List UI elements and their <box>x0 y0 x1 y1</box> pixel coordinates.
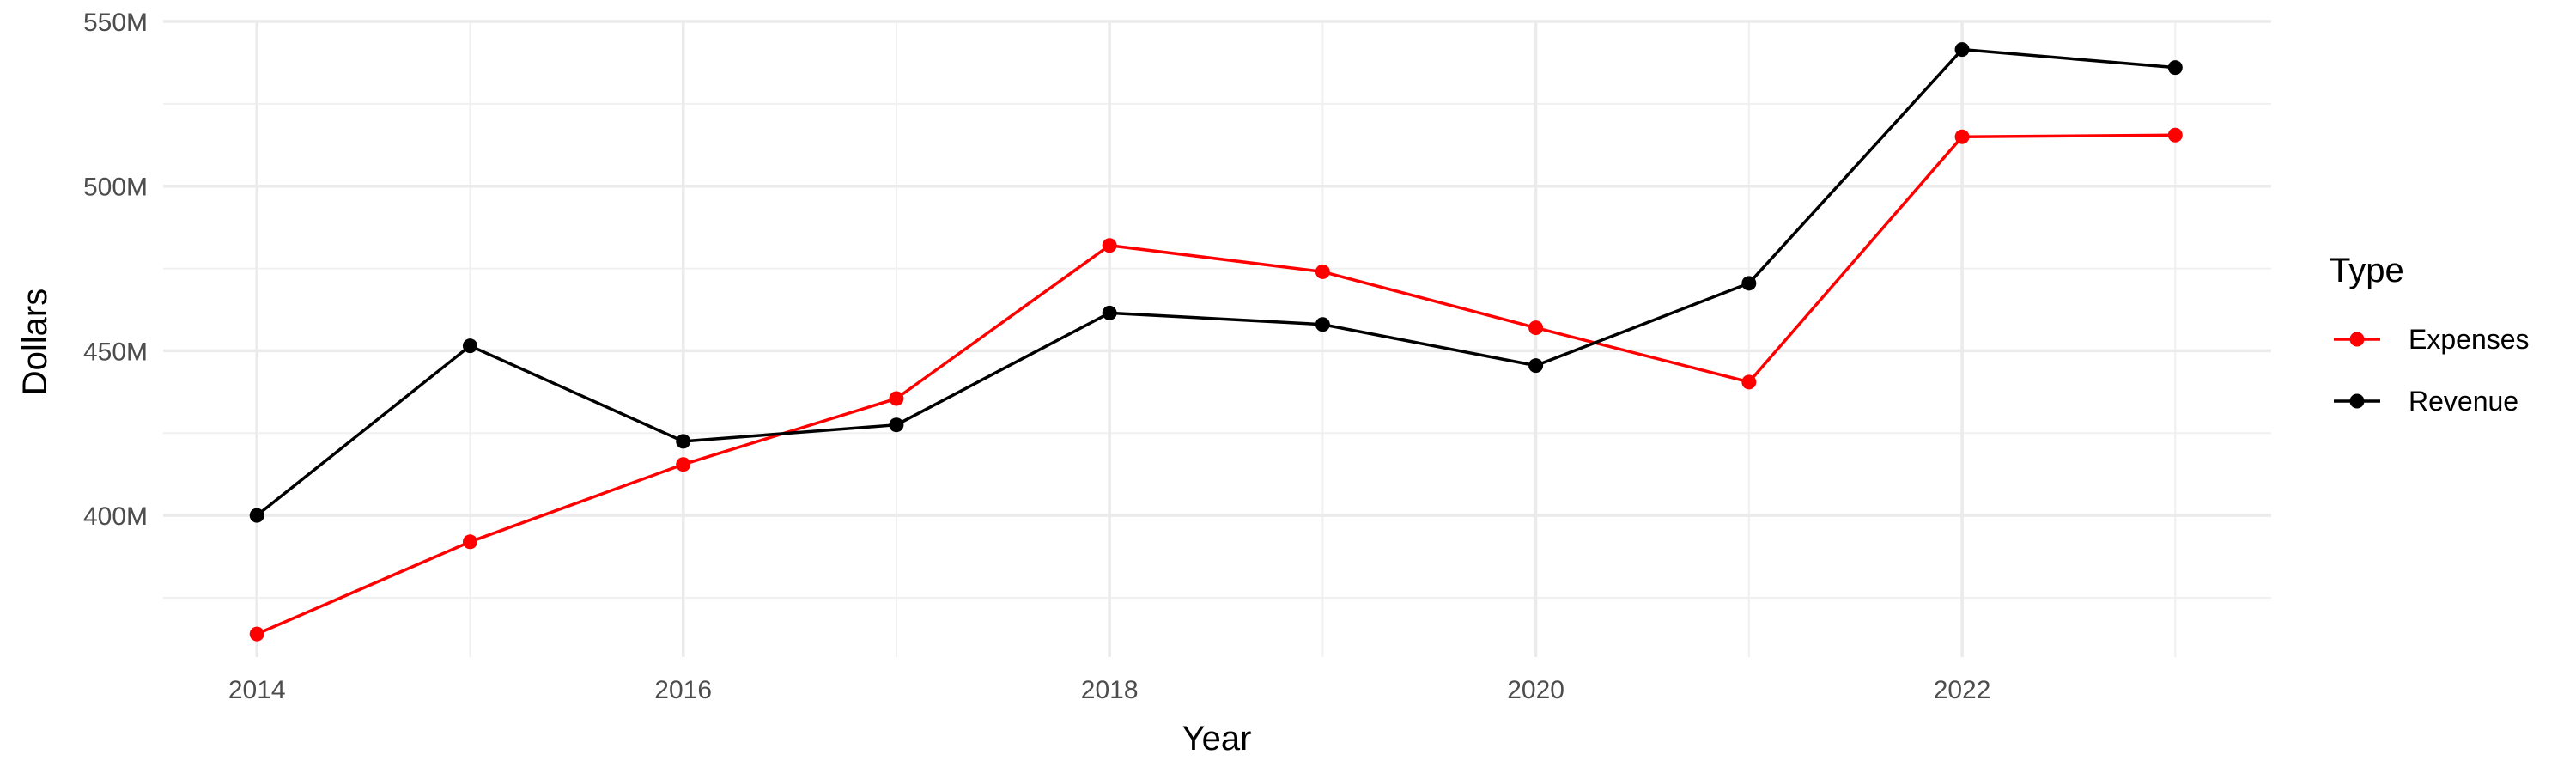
revenue-point <box>1741 276 1757 291</box>
y-tick-label: 500M <box>83 173 148 202</box>
expenses-point <box>2167 127 2183 143</box>
y-tick-label: 550M <box>83 9 148 37</box>
revenue-point <box>1102 305 1117 320</box>
expenses-point <box>1102 238 1117 253</box>
legend-item-revenue: Revenue <box>2334 386 2518 417</box>
revenue-point <box>676 434 691 449</box>
expenses-point <box>1528 320 1544 336</box>
legend-label: Revenue <box>2409 386 2518 417</box>
legend-title: Type <box>2330 252 2404 289</box>
x-tick-label: 2022 <box>1934 676 1991 704</box>
revenue-point <box>249 508 264 523</box>
x-tick-label: 2016 <box>654 676 712 704</box>
revenue-point <box>1954 42 1970 58</box>
minor-gridlines <box>163 21 2271 657</box>
legend-label: Expenses <box>2409 324 2530 355</box>
legend-items: Expenses Revenue <box>2334 324 2530 417</box>
series-layer <box>249 42 2183 642</box>
revenue-point <box>889 417 904 433</box>
expenses-point <box>1954 129 1970 144</box>
x-axis-title: Year <box>1182 720 1252 758</box>
y-axis-tick-labels: 400M 450M 500M 550M <box>83 9 148 531</box>
y-tick-label: 400M <box>83 502 148 531</box>
expenses-point <box>1741 374 1757 390</box>
revenue-point <box>1315 317 1330 332</box>
expenses-point <box>462 534 477 550</box>
y-axis-title: Dollars <box>16 289 54 395</box>
expenses-point <box>676 457 691 472</box>
revenue-point <box>2167 60 2183 76</box>
x-tick-label: 2020 <box>1507 676 1564 704</box>
y-tick-label: 450M <box>83 338 148 366</box>
major-gridlines <box>163 20 2271 657</box>
expenses-line <box>256 133 2176 636</box>
expenses-point <box>1315 264 1330 279</box>
legend: Type Expenses Revenue <box>2330 252 2530 417</box>
x-axis-tick-labels: 2014 2016 2018 2020 2022 <box>228 676 1991 704</box>
legend-key-point <box>2349 393 2365 409</box>
revenue-point <box>462 338 477 354</box>
expenses-point <box>249 626 264 642</box>
x-tick-label: 2014 <box>228 676 286 704</box>
series-expenses <box>249 127 2183 642</box>
revenue-line <box>256 47 2176 517</box>
legend-item-expenses: Expenses <box>2334 324 2530 355</box>
expenses-point <box>889 391 904 406</box>
revenue-point <box>1528 358 1544 374</box>
x-tick-label: 2018 <box>1081 676 1139 704</box>
legend-key-point <box>2349 332 2365 347</box>
series-revenue <box>249 42 2183 523</box>
